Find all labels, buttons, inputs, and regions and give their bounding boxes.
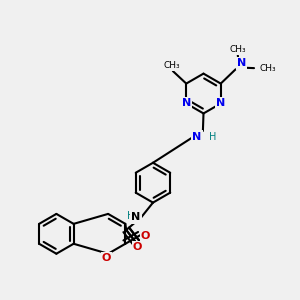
Text: N: N [237,58,246,68]
Text: N: N [131,212,140,223]
Text: O: O [102,254,111,263]
Text: O: O [141,231,150,241]
Text: N: N [216,98,225,109]
Text: CH₃: CH₃ [230,45,246,54]
Text: CH₃: CH₃ [163,61,180,70]
Text: H: H [209,132,217,142]
Text: CH₃: CH₃ [260,64,277,73]
Text: O: O [133,242,142,252]
Text: H: H [127,211,134,221]
Text: N: N [192,132,201,142]
Text: N: N [182,98,191,109]
